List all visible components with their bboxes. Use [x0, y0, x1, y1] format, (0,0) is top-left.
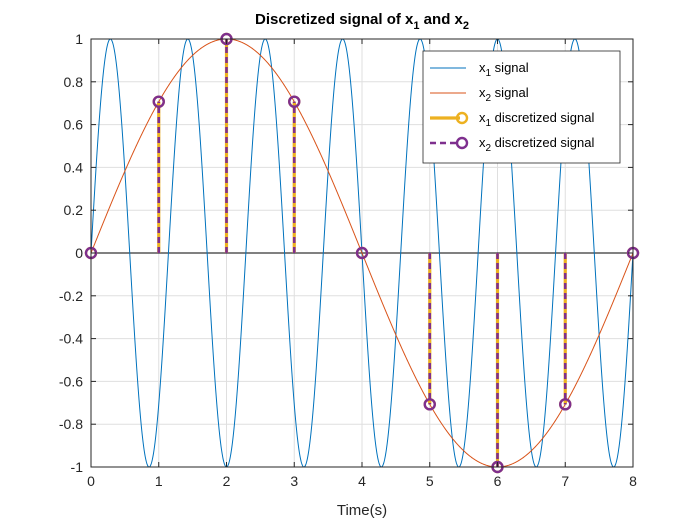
- x-axis-label: Time(s): [337, 502, 387, 519]
- legend-label-base: x: [479, 135, 486, 150]
- stem-marker-s4: [423, 398, 436, 411]
- legend-label-rest: discretized signal: [491, 110, 594, 125]
- stem-marker-s4: [355, 246, 369, 260]
- x-tick-label: 2: [223, 473, 231, 489]
- y-tick-label: -1: [71, 459, 84, 475]
- stem-marker-s4: [152, 95, 165, 108]
- legend-label-4: x2 discretized signal: [479, 135, 595, 154]
- stem-marker-s4: [559, 398, 572, 411]
- y-tick-label: -0.6: [59, 373, 83, 389]
- series-line-2: [91, 39, 633, 467]
- x-tick-label: 7: [561, 473, 569, 489]
- x-tick-label: 6: [494, 473, 502, 489]
- legend-label-subscript: 1: [486, 118, 492, 129]
- legend-label-3: x1 discretized signal: [479, 110, 595, 129]
- legend-label-base: x: [479, 85, 486, 100]
- legend-label-subscript: 1: [486, 68, 492, 79]
- axis-ticks: 0 1 2 3 4 5 6 7 8 1 0.8 0.6 0.4 0.2 0 -0.2 -0.4 -0.6 -0.8 -…: [59, 31, 637, 489]
- y-tick-label: 0: [75, 245, 83, 261]
- legend-label-rest: discretized signal: [491, 135, 594, 150]
- y-tick-label: -0.2: [59, 288, 83, 304]
- legend-label-subscript: 2: [486, 93, 492, 104]
- stem-series: [84, 32, 640, 474]
- legend-label-rest: signal: [491, 60, 529, 75]
- legend-label-subscript: 2: [486, 143, 492, 154]
- chart-title: Discretized signal of x1 and x2: [255, 11, 469, 32]
- title-main: Discretized signal of x: [255, 11, 414, 28]
- legend-label-2: x2 signal: [479, 85, 529, 104]
- legend-label-base: x: [479, 60, 486, 75]
- x-tick-label: 5: [426, 473, 434, 489]
- x-tick-label: 1: [155, 473, 163, 489]
- title-sub2: 2: [463, 20, 469, 32]
- y-tick-label: -0.8: [59, 416, 83, 432]
- legend-label-1: x1 signal: [479, 60, 529, 79]
- title-mid: and x: [420, 11, 464, 28]
- x-tick-label: 3: [290, 473, 298, 489]
- y-tick-label: 0.8: [64, 74, 84, 90]
- legend-label-rest: signal: [491, 85, 529, 100]
- legend-marker-4: [455, 136, 469, 150]
- y-tick-label: -0.4: [59, 331, 83, 347]
- y-tick-label: 0.4: [64, 159, 84, 175]
- legend-label-base: x: [479, 110, 486, 125]
- x-tick-label: 4: [358, 473, 366, 489]
- x-tick-label: 8: [629, 473, 637, 489]
- x-tick-label: 0: [87, 473, 95, 489]
- y-tick-label: 1: [75, 31, 83, 47]
- y-tick-label: 0.6: [64, 117, 84, 133]
- y-tick-label: 0.2: [64, 202, 84, 218]
- legend-box: [422, 50, 621, 164]
- stem-marker-s4: [288, 95, 301, 108]
- signal-curves: [91, 39, 633, 467]
- title-sub1: 1: [413, 20, 419, 32]
- legend-marker-3: [455, 111, 469, 125]
